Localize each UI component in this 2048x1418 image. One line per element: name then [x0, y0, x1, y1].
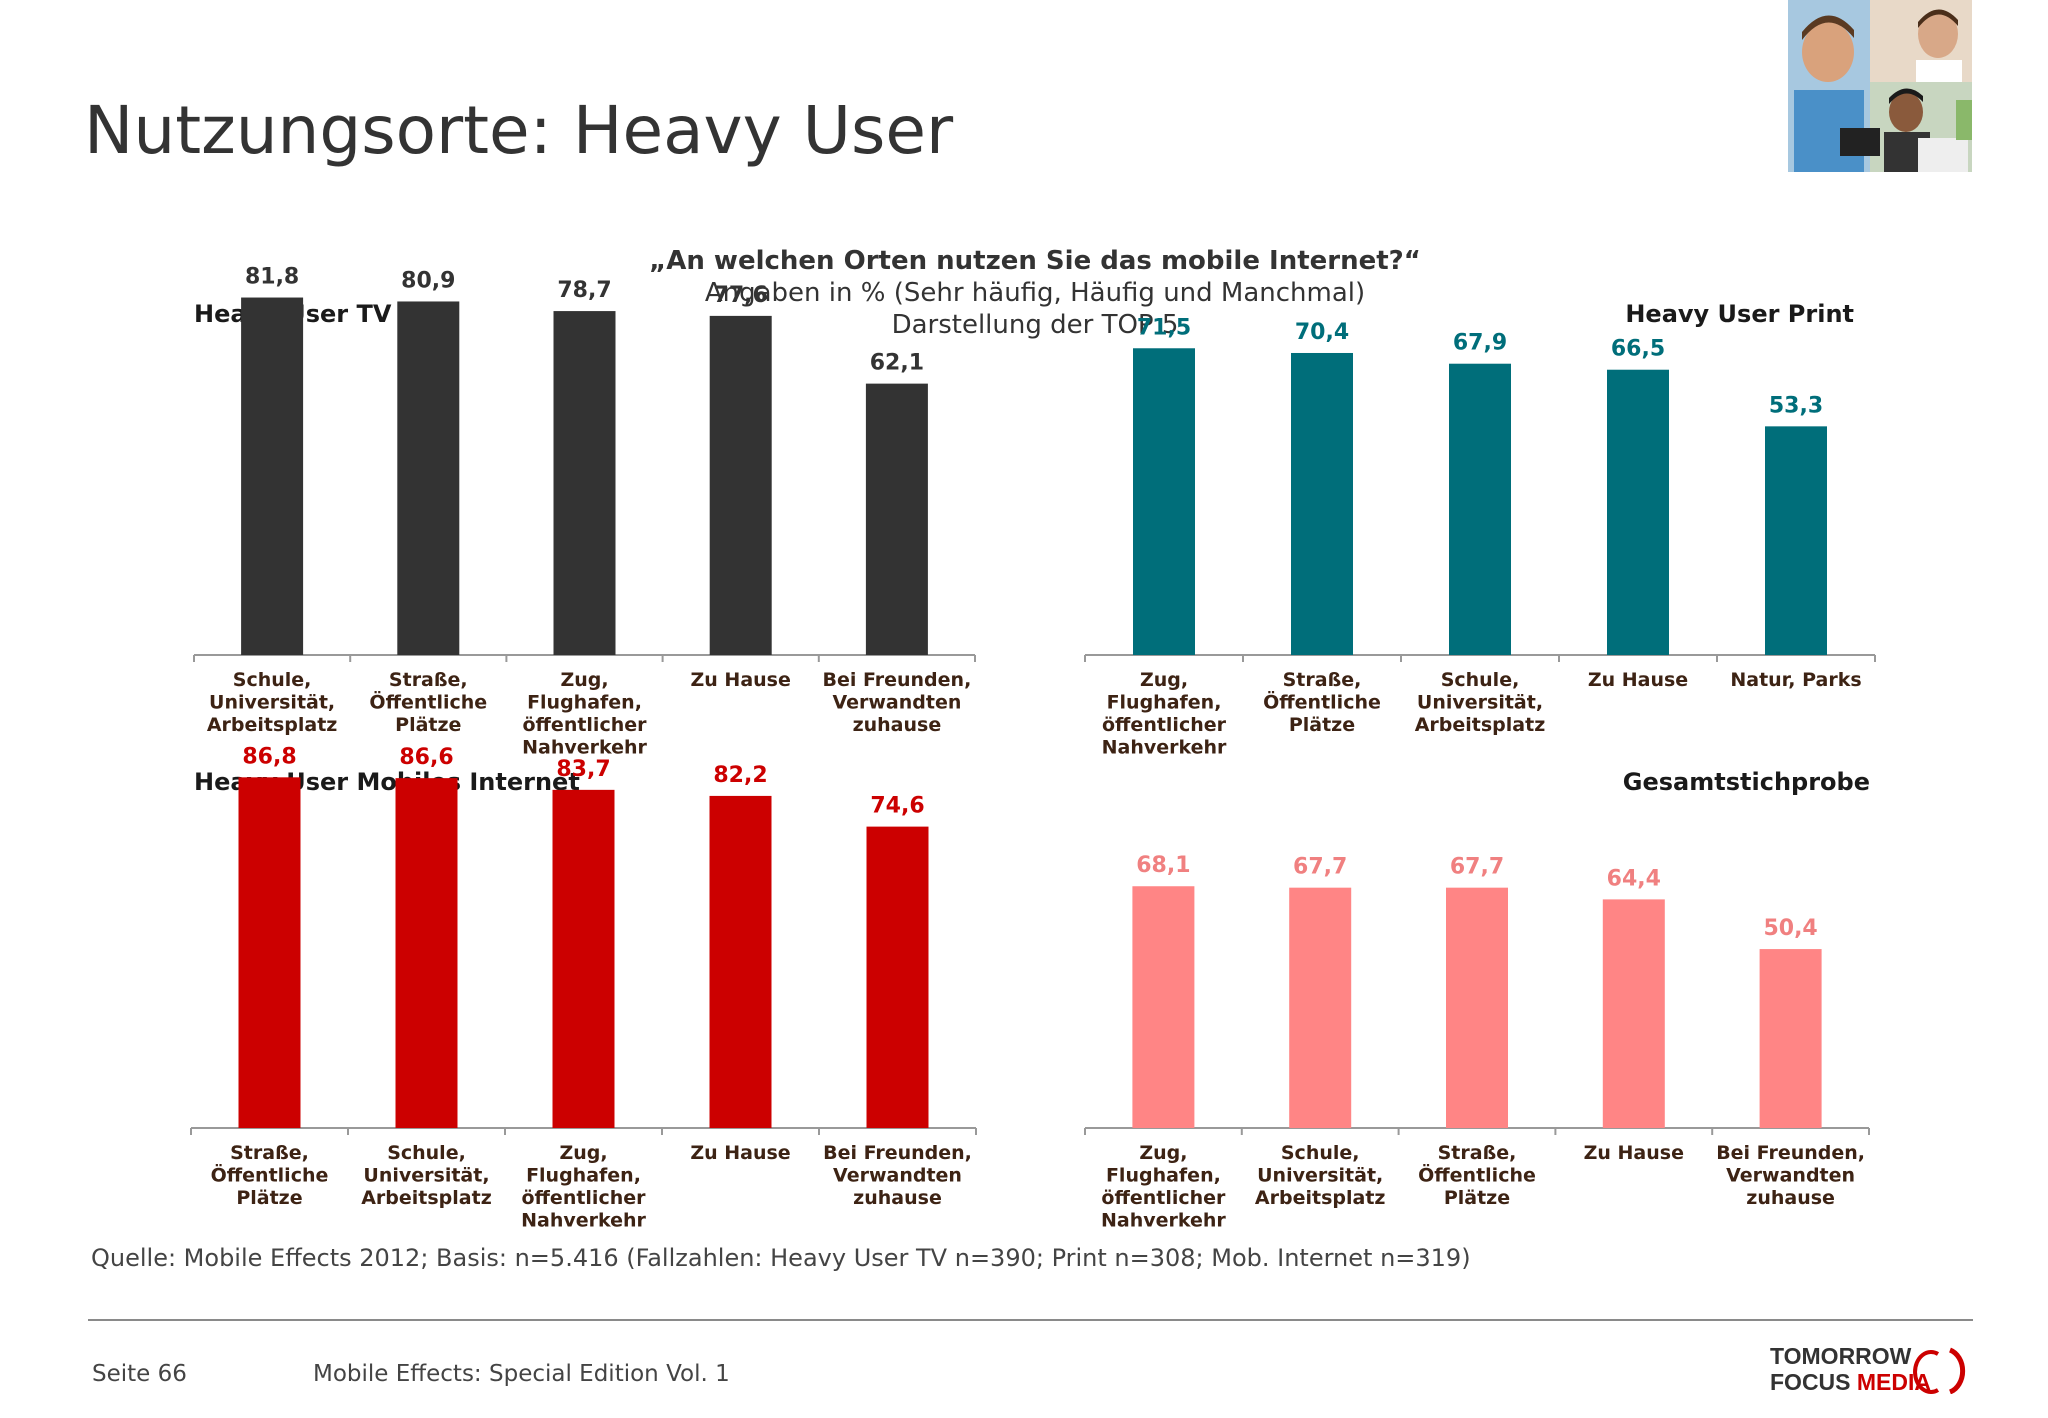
question-scope: Darstellung der TOP 5: [891, 310, 1179, 340]
bar: [1759, 949, 1822, 1128]
question-text: „An welchen Orten nutzen Sie das mobile …: [649, 246, 1421, 276]
category-label: Zug, Flughafen, öffentlicher Nahverkehr: [521, 1142, 646, 1232]
data-label: 77,6: [714, 283, 768, 308]
bar: [1291, 352, 1353, 655]
logo-arc-icon: [1948, 1347, 1966, 1395]
category-label: Bei Freunden, Verwandten zuhause: [1716, 1142, 1865, 1209]
data-label: 67,7: [1450, 855, 1504, 880]
data-label: 68,1: [1136, 853, 1190, 878]
category-label: Zug, Flughafen, öffentlicher Nahverkehr: [1102, 669, 1227, 759]
logo-text-media: MEDIA: [1857, 1369, 1931, 1394]
category-label: Zug, Flughafen, öffentlicher Nahverkehr: [1101, 1142, 1226, 1232]
bar: [1289, 887, 1352, 1128]
data-label: 71,5: [1137, 315, 1191, 340]
data-label: 62,1: [870, 351, 924, 376]
category-label: Schule, Universität, Arbeitsplatz: [1255, 1142, 1386, 1209]
bar: [1607, 369, 1669, 655]
question-basis: Angaben in % (Sehr häufig, Häufig und Ma…: [704, 278, 1366, 308]
category-label: Zu Hause: [1588, 669, 1688, 691]
tomorrow-focus-media-logo: TOMORROW FOCUS MEDIA: [1770, 1342, 1980, 1395]
data-label: 81,8: [245, 265, 299, 290]
page-number: Seite 66: [92, 1361, 187, 1387]
data-label: 86,6: [399, 745, 453, 770]
category-label: Zu Hause: [690, 1142, 790, 1164]
bar: [241, 297, 304, 655]
svg-text:FOCUS MEDIA: FOCUS MEDIA: [1770, 1369, 1931, 1394]
bar: [552, 789, 615, 1128]
data-label: 86,8: [242, 744, 296, 769]
category-label: Schule, Universität, Arbeitsplatz: [207, 669, 338, 736]
category-label: Straße, Öffentliche Plätze: [1418, 1142, 1536, 1209]
category-label: Natur, Parks: [1730, 669, 1861, 691]
category-label: Zu Hause: [1584, 1142, 1684, 1164]
data-label: 50,4: [1763, 916, 1817, 941]
bar: [1449, 363, 1511, 655]
source-note: Quelle: Mobile Effects 2012; Basis: n=5.…: [91, 1244, 1471, 1272]
survey-question: „An welchen Orten nutzen Sie das mobile …: [560, 245, 1510, 341]
bar: [397, 301, 460, 655]
data-label: 83,7: [556, 757, 610, 782]
page-title: Nutzungsorte: Heavy User: [84, 92, 954, 169]
bar: [866, 826, 929, 1128]
bar: [1133, 348, 1195, 655]
bar: [238, 777, 301, 1128]
data-label: 82,2: [713, 763, 767, 788]
logo-arc-icon: [1913, 1350, 1940, 1394]
bar: [709, 795, 772, 1128]
data-label: 74,6: [870, 794, 924, 819]
people-photo: [1788, 0, 1972, 172]
data-label: 66,5: [1611, 337, 1665, 362]
bar: [553, 311, 616, 655]
data-label: 70,4: [1295, 320, 1349, 345]
bar: [1602, 899, 1665, 1128]
data-label: 78,7: [557, 278, 611, 303]
category-label: Zug, Flughafen, öffentlicher Nahverkehr: [522, 669, 647, 759]
bar: [395, 778, 458, 1128]
category-label: Schule, Universität, Arbeitsplatz: [1415, 669, 1546, 736]
bar: [1446, 887, 1508, 1128]
footer-divider: [88, 1319, 1973, 1321]
logo-text-focus: FOCUS: [1770, 1369, 1851, 1394]
bar: [709, 315, 772, 655]
category-label: Schule, Universität, Arbeitsplatz: [361, 1142, 492, 1209]
bar: [1765, 426, 1827, 655]
edition-name: Mobile Effects: Special Edition Vol. 1: [313, 1361, 730, 1387]
bar: [1132, 886, 1195, 1128]
data-label: 64,4: [1607, 866, 1661, 891]
category-label: Straße, Öffentliche Plätze: [369, 669, 487, 736]
data-label: 67,7: [1293, 855, 1347, 880]
data-label: 80,9: [401, 268, 455, 293]
data-label: 67,9: [1453, 331, 1507, 356]
category-label: Straße, Öffentliche Plätze: [1263, 669, 1381, 736]
category-label: Zu Hause: [691, 669, 791, 691]
category-label: Straße, Öffentliche Plätze: [211, 1142, 329, 1209]
category-label: Bei Freunden, Verwandten zuhause: [822, 669, 971, 736]
data-label: 53,3: [1769, 393, 1823, 418]
category-label: Bei Freunden, Verwandten zuhause: [823, 1142, 972, 1209]
bar: [865, 383, 928, 655]
logo-text-tomorrow: TOMORROW: [1770, 1343, 1912, 1369]
